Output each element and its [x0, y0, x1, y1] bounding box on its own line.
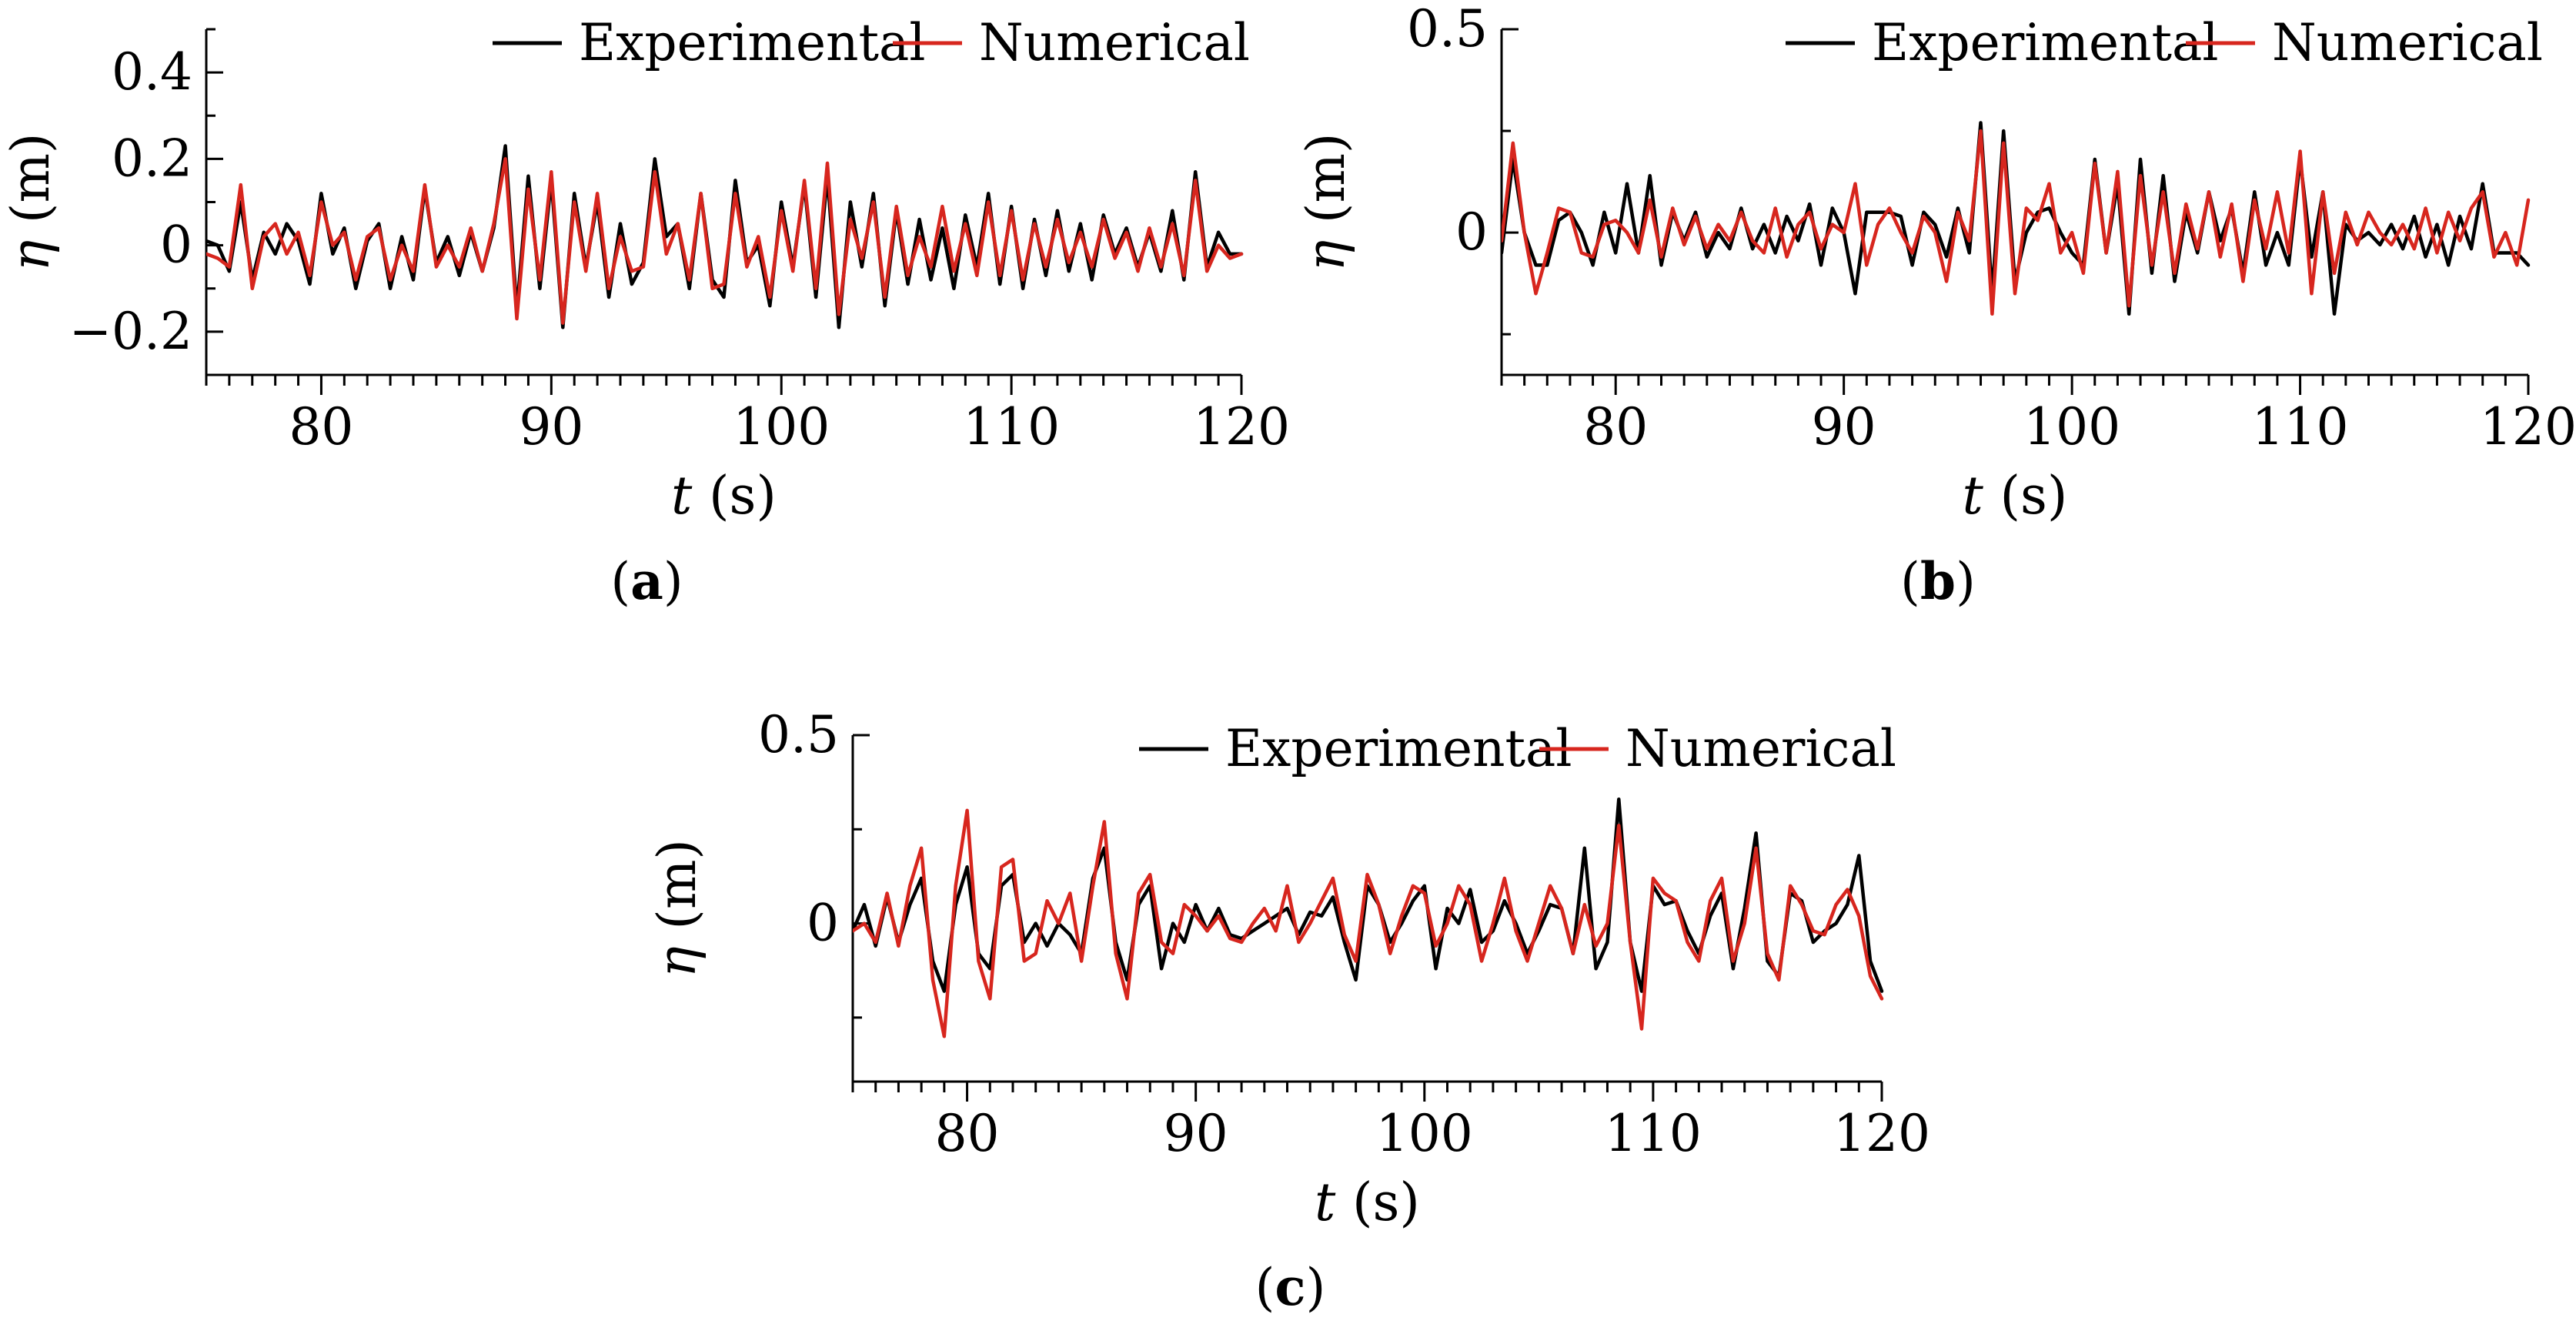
- panel-caption: (c): [1255, 1257, 1326, 1317]
- x-tick-label: 100: [733, 397, 830, 456]
- x-axis-variable: t: [671, 466, 693, 527]
- legend: Experimental Numerical: [1139, 719, 1896, 778]
- y-axis-title: η (m): [1296, 133, 1357, 272]
- x-axis-variable: t: [1315, 1172, 1336, 1233]
- legend: Experimental Numerical: [1786, 13, 2543, 72]
- legend-label-experimental: Experimental: [1225, 719, 1572, 778]
- panel-caption-letter: c: [1275, 1257, 1305, 1317]
- panel-caption-letter: b: [1920, 551, 1956, 611]
- x-axis-title: t (s): [1963, 466, 2068, 527]
- y-axis-variable: η: [1, 239, 62, 271]
- series-line-numerical: [206, 157, 1244, 325]
- legend-label-experimental: Experimental: [1872, 13, 2219, 72]
- x-tick-label: 100: [1376, 1104, 1473, 1163]
- x-tick-label: 110: [2252, 397, 2349, 456]
- legend-label-numerical: Numerical: [979, 13, 1250, 72]
- x-tick-label: 100: [2023, 397, 2120, 456]
- x-axis-unit: (s): [1335, 1172, 1420, 1233]
- panel-caption: (b): [1900, 551, 1976, 611]
- x-tick-label: 110: [963, 397, 1060, 456]
- y-tick-label: 0.4: [112, 42, 192, 102]
- y-tick-label: 0: [807, 894, 839, 953]
- x-tick-label: 120: [2480, 397, 2576, 456]
- legend-label-numerical: Numerical: [2272, 13, 2543, 72]
- chart-panel-b: 80 90 100 110 120 0 0.5 Experimental Numerical t …: [1296, 0, 2576, 611]
- y-tick-label: 0: [160, 216, 192, 275]
- x-tick-label: 80: [935, 1104, 1000, 1163]
- panel-caption: (a): [610, 551, 683, 611]
- chart-panel-c: 80 90 100 110 120 0 0.5 Experimental Numerical t …: [647, 705, 1930, 1317]
- legend-label-experimental: Experimental: [579, 13, 926, 72]
- y-tick-label: 0.5: [758, 705, 839, 764]
- x-axis-title: t (s): [671, 466, 777, 527]
- y-tick-label: 0.2: [112, 129, 192, 188]
- x-tick-label: 120: [1193, 397, 1290, 456]
- x-tick-label: 90: [519, 397, 583, 456]
- y-tick-label: 0.5: [1407, 0, 1488, 59]
- y-axis-unit: (m): [647, 839, 708, 946]
- series-line-numerical: [853, 808, 1884, 1038]
- y-axis-unit: (m): [1296, 133, 1357, 240]
- y-tick-label: −0.2: [69, 302, 192, 361]
- x-axis-variable: t: [1963, 466, 1984, 527]
- legend-label-numerical: Numerical: [1625, 719, 1896, 778]
- x-tick-label: 90: [1164, 1104, 1228, 1163]
- legend: Experimental Numerical: [493, 13, 1250, 72]
- series-line-experimental: [853, 797, 1884, 993]
- series-line-numerical: [1502, 129, 2531, 316]
- x-tick-label: 110: [1605, 1104, 1702, 1163]
- y-axis-title: η (m): [1, 133, 62, 272]
- y-axis-variable: η: [647, 946, 708, 978]
- x-tick-label: 80: [1583, 397, 1648, 456]
- y-axis-title: η (m): [647, 839, 708, 978]
- y-axis-unit: (m): [1, 133, 62, 240]
- series-line-experimental: [206, 144, 1244, 329]
- y-axis-variable: η: [1296, 239, 1357, 271]
- x-axis-unit: (s): [1983, 466, 2068, 527]
- x-tick-label: 120: [1833, 1104, 1930, 1163]
- panel-caption-letter: a: [630, 551, 663, 611]
- x-tick-label: 90: [1812, 397, 1876, 456]
- x-axis-title: t (s): [1315, 1172, 1420, 1233]
- y-tick-label: 0: [1455, 202, 1488, 262]
- chart-panel-a: 80 90 100 110 120 −0.2 0 0.2 0.4 Experimental Nume…: [1, 13, 1290, 611]
- x-tick-label: 80: [289, 397, 353, 456]
- x-axis-unit: (s): [692, 466, 777, 527]
